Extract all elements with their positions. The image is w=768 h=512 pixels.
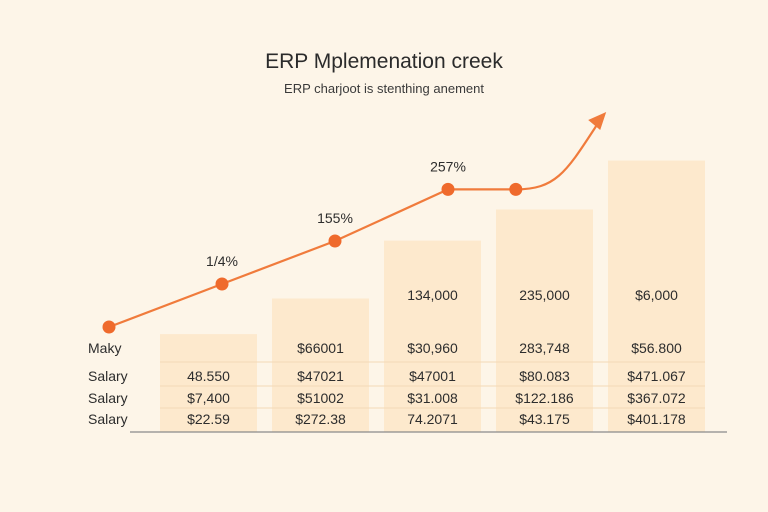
row-label-1: Maky — [88, 340, 121, 356]
point-label-4: 257% — [430, 158, 466, 174]
bar-top-label-3: 134,000 — [407, 287, 458, 303]
line-point-2 — [215, 277, 229, 291]
bar-2 — [272, 298, 369, 432]
table-cell-r1-c3: $30,960 — [407, 340, 458, 356]
table-cell-r4-c3: 74.2071 — [407, 411, 458, 427]
trend-line — [107, 124, 598, 329]
table-cell-r3-c3: $31.008 — [407, 390, 458, 406]
point-label-2: 1/4% — [206, 253, 238, 269]
table-cell-r1-c4: 283,748 — [519, 340, 570, 356]
row-label-2: Salary — [88, 368, 128, 384]
line-point-3 — [328, 234, 342, 248]
table-cell-r4-c2: $272.38 — [295, 411, 346, 427]
trend-arrow-head — [588, 112, 607, 130]
bar-top-label-4: 235,000 — [519, 287, 570, 303]
table-cell-r2-c4: $80.083 — [519, 368, 570, 384]
table-cell-r3-c5: $367.072 — [627, 390, 686, 406]
table-cell-r4-c1: $22.59 — [187, 411, 230, 427]
table-cell-r2-c1: 48.550 — [187, 368, 230, 384]
bar-4 — [496, 209, 593, 432]
bar-5 — [608, 160, 705, 433]
table-rows-layer: Maky Salary Salary Salary $66001 $30,960 283,7… — [88, 340, 705, 427]
chart-subtitle: ERP charjoot is stenthing anement — [284, 81, 484, 96]
table-cell-r3-c1: $7,400 — [187, 390, 230, 406]
row-label-3: Salary — [88, 390, 128, 406]
table-cell-r4-c5: $401.178 — [627, 411, 686, 427]
point-label-3: 155% — [317, 210, 353, 226]
line-point-5 — [509, 182, 523, 196]
line-point-1 — [102, 320, 116, 334]
table-cell-r1-c5: $56.800 — [631, 340, 682, 356]
bar-1 — [160, 334, 257, 432]
table-cell-r4-c4: $43.175 — [519, 411, 570, 427]
line-layer: 1/4% 155% 257% — [102, 112, 607, 334]
table-cell-r2-c5: $471.067 — [627, 368, 686, 384]
row-label-4: Salary — [88, 411, 128, 427]
table-cell-r3-c2: $51002 — [297, 390, 344, 406]
bars-layer: 134,000 235,000 $6,000 — [160, 160, 705, 433]
bar-3 — [384, 240, 481, 432]
table-cell-r2-c3: $47001 — [409, 368, 456, 384]
table-cell-r2-c2: $47021 — [297, 368, 344, 384]
line-point-4 — [441, 182, 455, 196]
table-cell-r1-c2: $66001 — [297, 340, 344, 356]
table-cell-r3-c4: $122.186 — [515, 390, 574, 406]
bar-top-label-5: $6,000 — [635, 287, 678, 303]
chart-title: ERP Mplemenation creek — [265, 50, 503, 73]
